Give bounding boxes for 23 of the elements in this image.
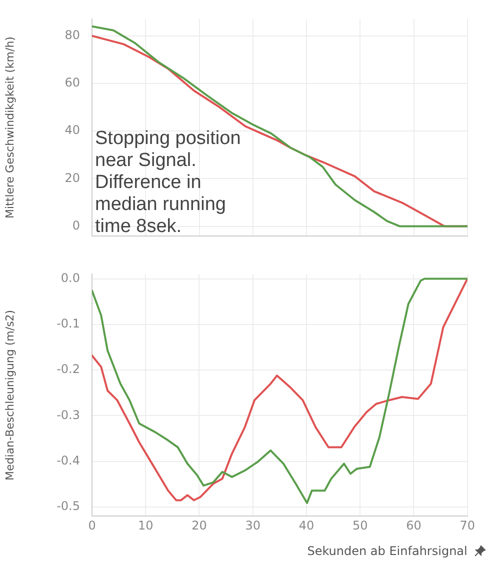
x-axis-title: Sekunden ab Einfahrsignal bbox=[307, 544, 468, 558]
x-tick-label: 40 bbox=[298, 518, 314, 533]
y-tick-label: 60 bbox=[64, 76, 80, 90]
y-tick-label: 40 bbox=[64, 123, 80, 138]
y-tick-label: -0.5 bbox=[56, 499, 80, 514]
x-tick-label: 50 bbox=[352, 518, 368, 533]
x-tick-label: 20 bbox=[192, 518, 207, 533]
x-tick-label: 0 bbox=[88, 518, 96, 533]
annotation: Stopping position near Signal. Difference in median running time 8sek. bbox=[95, 128, 241, 237]
y-tick-label: 80 bbox=[64, 28, 80, 42]
y-tick-label: 0.0 bbox=[60, 270, 80, 285]
x-tick-label: 60 bbox=[406, 518, 422, 533]
y-tick-label: -0.4 bbox=[56, 454, 80, 468]
y-axis-title: Median-Beschleunigung (m/s2) bbox=[3, 310, 16, 481]
y-axis-title: Mittlere Geschwindikgkeit (km/h) bbox=[3, 36, 16, 218]
y-tick-label: 0 bbox=[72, 218, 80, 232]
x-tick-label: 30 bbox=[245, 518, 261, 533]
y-tick-label: -0.2 bbox=[56, 362, 80, 376]
x-tick-label: 10 bbox=[138, 518, 154, 533]
y-tick-label: -0.1 bbox=[56, 316, 80, 331]
y-tick-label: 20 bbox=[64, 170, 80, 185]
y-tick-label: -0.3 bbox=[56, 408, 80, 422]
x-tick-label: 70 bbox=[460, 518, 476, 533]
